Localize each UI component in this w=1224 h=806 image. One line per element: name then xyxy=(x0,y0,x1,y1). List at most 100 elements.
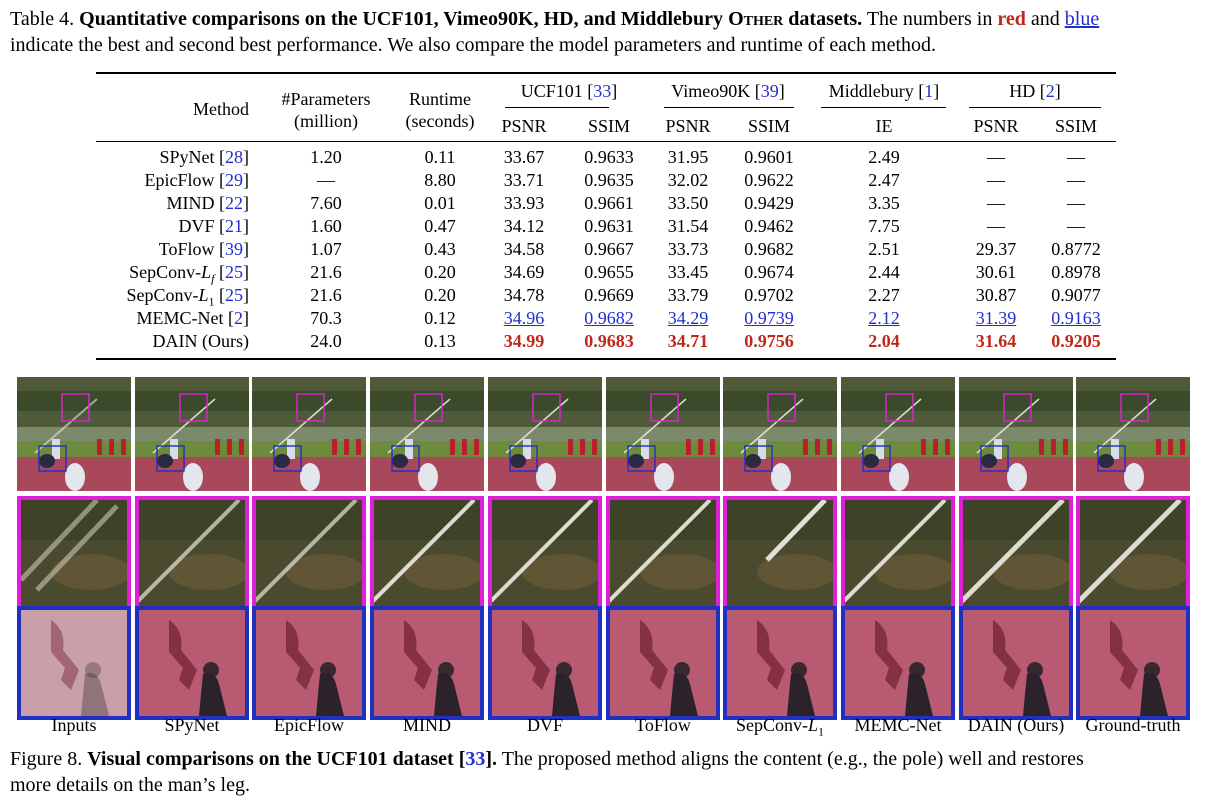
pole-crop xyxy=(1076,496,1190,610)
cell-ie: 7.75 xyxy=(868,216,900,236)
header-ucf-ssim: SSIM xyxy=(587,116,631,136)
blue-word: blue xyxy=(1064,8,1100,30)
cell-hd-psnr: 30.87 xyxy=(975,285,1017,305)
row-method: MIND [22] xyxy=(166,193,250,213)
scene-thumbnail xyxy=(488,377,602,491)
cell-ucf-ssim: 0.9635 xyxy=(584,170,634,190)
cell-runtime: 0.20 xyxy=(424,285,456,305)
table-top-rule xyxy=(96,72,1116,74)
cell-hd-psnr: — xyxy=(987,193,1005,213)
cell-vim-ssim: 0.9674 xyxy=(744,262,794,282)
header-ucf101: UCF101 [33] xyxy=(520,81,618,101)
header-method: Method xyxy=(193,99,249,119)
cell-ucf-ssim: 0.9667 xyxy=(584,239,634,259)
pole-crop xyxy=(252,496,366,610)
cell-vim-ssim: 0.9601 xyxy=(744,147,794,167)
table-bottom-rule xyxy=(96,358,1116,360)
cell-ucf-psnr: 34.99 xyxy=(503,331,545,351)
table-caption-line2: indicate the best and second best perfor… xyxy=(10,34,936,56)
cell-vim-psnr: 32.02 xyxy=(667,170,709,190)
cell-ucf-psnr: 33.93 xyxy=(503,193,545,213)
cell-vim-psnr: 33.79 xyxy=(667,285,709,305)
cell-hd-psnr: — xyxy=(987,170,1005,190)
table-caption-title-end: datasets. xyxy=(788,8,863,30)
cell-ie: 2.44 xyxy=(868,262,900,282)
pole-crop xyxy=(723,496,837,610)
leg-crop xyxy=(17,606,131,720)
cell-ucf-psnr: 33.71 xyxy=(503,170,545,190)
cell-params: 21.6 xyxy=(310,262,342,282)
cell-ie: 2.49 xyxy=(868,147,900,167)
pole-crop xyxy=(606,496,720,610)
header-vimeo-ssim: SSIM xyxy=(747,116,791,136)
cell-params: 7.60 xyxy=(310,193,342,213)
table-caption-prefix: Table 4. xyxy=(10,8,75,30)
leg-crop xyxy=(488,606,602,720)
row-method: SepConv-Lf [25] xyxy=(129,262,249,286)
method-label: SepConv-L1 xyxy=(735,715,825,739)
cell-ucf-ssim: 0.9669 xyxy=(584,285,634,305)
cell-hd-ssim: — xyxy=(1067,147,1085,167)
cell-vim-ssim: 0.9739 xyxy=(744,308,794,328)
figure-caption-title: Visual comparisons on the UCF101 dataset… xyxy=(87,748,498,770)
cell-hd-psnr: 30.61 xyxy=(975,262,1017,282)
cell-hd-psnr: — xyxy=(987,147,1005,167)
cell-ie: 2.27 xyxy=(868,285,900,305)
row-method: MEMC-Net [2] xyxy=(136,308,250,328)
cell-vim-psnr: 31.54 xyxy=(667,216,709,236)
pole-crop xyxy=(135,496,249,610)
cell-vim-ssim: 0.9702 xyxy=(744,285,794,305)
cell-vim-ssim: 0.9622 xyxy=(744,170,794,190)
cell-vim-psnr: 33.45 xyxy=(667,262,709,282)
cell-params: 24.0 xyxy=(310,331,342,351)
cell-params: 21.6 xyxy=(310,285,342,305)
cell-hd-ssim: 0.9205 xyxy=(1051,331,1101,351)
cell-runtime: 0.11 xyxy=(424,147,456,167)
vimeo-group-rule xyxy=(664,107,794,108)
leg-crop xyxy=(606,606,720,720)
method-label: Ground-truth xyxy=(1085,715,1181,735)
header-middlebury: Middlebury [1] xyxy=(828,81,940,101)
cell-ucf-psnr: 34.78 xyxy=(503,285,545,305)
cell-runtime: 0.47 xyxy=(424,216,456,236)
row-method: DVF [21] xyxy=(178,216,249,236)
cell-ucf-ssim: 0.9631 xyxy=(584,216,634,236)
cell-hd-ssim: 0.9163 xyxy=(1051,308,1101,328)
cell-ucf-psnr: 34.58 xyxy=(503,239,545,259)
cell-ucf-ssim: 0.9655 xyxy=(584,262,634,282)
cell-hd-psnr: — xyxy=(987,216,1005,236)
pole-crop xyxy=(841,496,955,610)
cell-hd-ssim: — xyxy=(1067,216,1085,236)
cell-ucf-ssim: 0.9682 xyxy=(584,308,634,328)
method-label: DAIN (Ours) xyxy=(967,715,1065,735)
scene-thumbnail xyxy=(370,377,484,491)
pole-crop xyxy=(370,496,484,610)
scene-thumbnail xyxy=(1076,377,1190,491)
red-word: red xyxy=(997,8,1026,30)
scene-thumbnail xyxy=(252,377,366,491)
cell-vim-ssim: 0.9682 xyxy=(744,239,794,259)
cell-vim-psnr: 34.29 xyxy=(667,308,709,328)
leg-crop xyxy=(135,606,249,720)
cell-ucf-ssim: 0.9683 xyxy=(584,331,634,351)
leg-crop xyxy=(370,606,484,720)
leg-crop xyxy=(841,606,955,720)
cell-runtime: 0.12 xyxy=(424,308,456,328)
row-method: SepConv-L1 [25] xyxy=(126,285,249,309)
scene-thumbnail xyxy=(606,377,720,491)
cell-ucf-psnr: 34.96 xyxy=(503,308,545,328)
scene-thumbnail xyxy=(135,377,249,491)
cell-ucf-ssim: 0.9633 xyxy=(584,147,634,167)
table-caption-other: Other xyxy=(728,8,784,30)
leg-crop xyxy=(252,606,366,720)
cell-ie: 3.35 xyxy=(868,193,900,213)
cell-ie: 2.51 xyxy=(868,239,900,259)
header-runtime-2: (seconds) xyxy=(405,111,475,131)
row-method: EpicFlow [29] xyxy=(144,170,250,190)
row-method: DAIN (Ours) xyxy=(152,331,249,351)
row-method: SPyNet [28] xyxy=(159,147,249,167)
cell-runtime: 0.20 xyxy=(424,262,456,282)
cell-hd-ssim: 0.8978 xyxy=(1051,262,1101,282)
figure-caption-line2: more details on the man’s leg. xyxy=(10,774,250,796)
method-label: Inputs xyxy=(51,715,97,735)
